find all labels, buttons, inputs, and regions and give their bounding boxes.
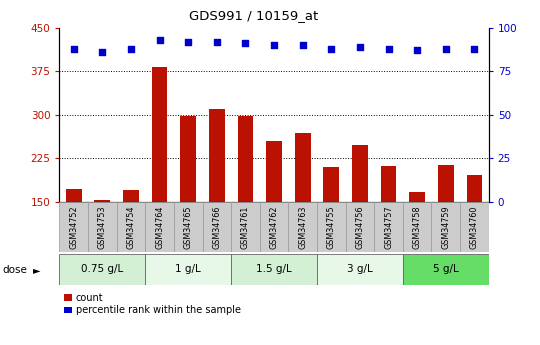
Bar [59,254,145,285]
Text: GSM34758: GSM34758 [413,206,422,249]
Bar [352,145,368,289]
Bar [145,254,231,285]
Text: GSM34754: GSM34754 [126,206,136,249]
Bar [231,202,260,252]
Point [470,46,479,51]
Bar [409,192,425,289]
Bar [145,202,174,252]
Point [184,39,193,44]
Point [442,46,450,51]
Text: ►: ► [33,265,40,275]
Bar [403,254,489,285]
Bar [438,165,454,289]
Text: GSM34753: GSM34753 [98,206,107,249]
Point [327,46,335,51]
Bar [295,133,310,289]
Bar [94,200,110,289]
Bar [66,189,82,289]
Bar [317,254,403,285]
Legend: count, percentile rank within the sample: count, percentile rank within the sample [64,293,241,315]
Text: GSM34765: GSM34765 [184,206,193,249]
Bar [152,67,167,289]
Text: GSM34764: GSM34764 [155,206,164,249]
Point [98,49,107,55]
Text: GSM34759: GSM34759 [441,206,450,249]
Text: GSM34761: GSM34761 [241,206,250,249]
Text: 3 g/L: 3 g/L [347,264,373,274]
Text: 1.5 g/L: 1.5 g/L [256,264,292,274]
Text: GSM34755: GSM34755 [327,206,336,249]
Bar [209,109,225,289]
Bar [346,202,374,252]
Bar [374,202,403,252]
Text: dose: dose [3,265,28,275]
Text: GSM34762: GSM34762 [269,206,279,249]
Text: GSM34763: GSM34763 [298,206,307,249]
Text: 5 g/L: 5 g/L [433,264,458,274]
Point [270,42,279,48]
Text: GSM34752: GSM34752 [69,206,78,249]
Point [384,46,393,51]
Bar [431,202,460,252]
Point [213,39,221,44]
Bar [238,117,253,289]
Text: GDS991 / 10159_at: GDS991 / 10159_at [189,9,319,22]
Bar [460,202,489,252]
Bar [381,166,396,289]
Bar [467,175,482,289]
Text: GSM34766: GSM34766 [212,206,221,249]
Point [355,44,364,50]
Point [413,48,421,53]
Text: 1 g/L: 1 g/L [176,264,201,274]
Bar [266,141,282,289]
Text: GSM34757: GSM34757 [384,206,393,249]
Bar [260,202,288,252]
Bar [403,202,431,252]
Bar [59,202,88,252]
Point [69,46,78,51]
Point [126,46,135,51]
Bar [174,202,202,252]
Bar [202,202,231,252]
Bar [180,117,196,289]
Point [298,42,307,48]
Bar [123,190,139,289]
Text: GSM34760: GSM34760 [470,206,479,249]
Point [241,40,249,46]
Bar [231,254,317,285]
Point [156,37,164,42]
Bar [288,202,317,252]
Bar [117,202,145,252]
Text: 0.75 g/L: 0.75 g/L [81,264,124,274]
Bar [323,167,339,289]
Text: GSM34756: GSM34756 [355,206,364,249]
Bar [88,202,117,252]
Bar [317,202,346,252]
